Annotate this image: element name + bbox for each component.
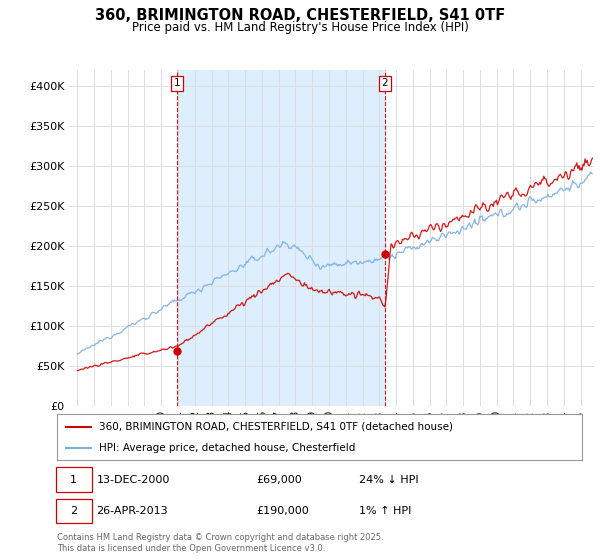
- Text: 1% ↑ HPI: 1% ↑ HPI: [359, 506, 411, 516]
- Bar: [177, 70, 385, 406]
- Text: HPI: Average price, detached house, Chesterfield: HPI: Average price, detached house, Ches…: [99, 443, 355, 453]
- Text: 2: 2: [382, 78, 388, 88]
- Text: 13-DEC-2000: 13-DEC-2000: [97, 475, 170, 484]
- Text: £190,000: £190,000: [257, 506, 309, 516]
- Text: 2: 2: [70, 506, 77, 516]
- Text: £69,000: £69,000: [257, 475, 302, 484]
- Text: 1: 1: [70, 475, 77, 484]
- FancyBboxPatch shape: [56, 499, 92, 524]
- Text: 360, BRIMINGTON ROAD, CHESTERFIELD, S41 0TF (detached house): 360, BRIMINGTON ROAD, CHESTERFIELD, S41 …: [99, 422, 453, 432]
- Text: 26-APR-2013: 26-APR-2013: [97, 506, 168, 516]
- Text: Contains HM Land Registry data © Crown copyright and database right 2025.
This d: Contains HM Land Registry data © Crown c…: [57, 533, 383, 553]
- Text: 24% ↓ HPI: 24% ↓ HPI: [359, 475, 419, 484]
- Text: 1: 1: [174, 78, 181, 88]
- FancyBboxPatch shape: [56, 468, 92, 492]
- Text: 360, BRIMINGTON ROAD, CHESTERFIELD, S41 0TF: 360, BRIMINGTON ROAD, CHESTERFIELD, S41 …: [95, 8, 505, 24]
- Text: Price paid vs. HM Land Registry's House Price Index (HPI): Price paid vs. HM Land Registry's House …: [131, 21, 469, 34]
